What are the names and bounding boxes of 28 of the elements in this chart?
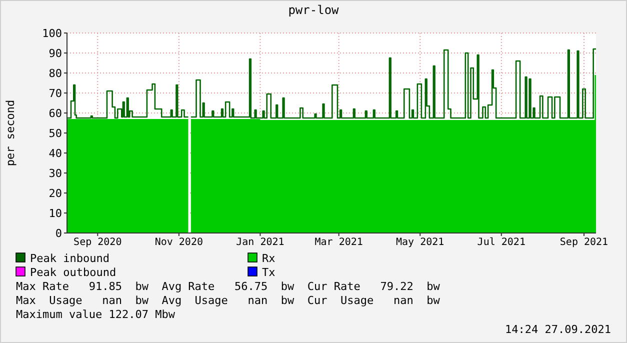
y-tick-label: 30 [48,167,62,180]
text: 14:24 27.09.2021 [505,323,611,336]
x-tick-label: Mar 2021 [314,237,363,248]
legend-label: Tx [262,266,276,279]
chart-title: pwr-low [288,3,340,17]
y-tick-label: 20 [48,187,62,200]
text: Max Rate 91.85 bw Avg Rate 56.75 bw Cur Rate 79.22 bw [16,280,440,293]
legend-label: Peak outbound [30,266,116,279]
y-tick-label: 40 [48,147,62,160]
x-tick-label: May 2021 [396,237,444,248]
x-tick-label: Sep 2020 [74,237,122,248]
y-axis-title: per second [4,100,17,166]
y-tick-label: 80 [48,67,62,80]
y-tick-label: 60 [48,107,62,120]
y-tick-label: 50 [48,127,62,140]
y-tick-label: 10 [48,207,62,220]
y-tick-label: 90 [48,47,62,60]
text: Max Usage nan bw Avg Usage nan bw Cur Usage nan bw [16,294,440,307]
y-tick-label: 0 [55,227,62,240]
x-tick-label: Nov 2020 [154,237,204,248]
y-tick-label: 70 [48,87,62,100]
x-tick-label: Sep 2021 [560,237,608,248]
y-tick-label: 100 [42,27,62,40]
legend-label: Peak inbound [30,252,110,265]
x-tick-label: Jan 2021 [236,237,284,248]
x-tick-label: Jul 2021 [477,237,526,248]
series-label: Rx [262,252,276,265]
text: Maximum value 122.07 Mbw [16,308,176,321]
